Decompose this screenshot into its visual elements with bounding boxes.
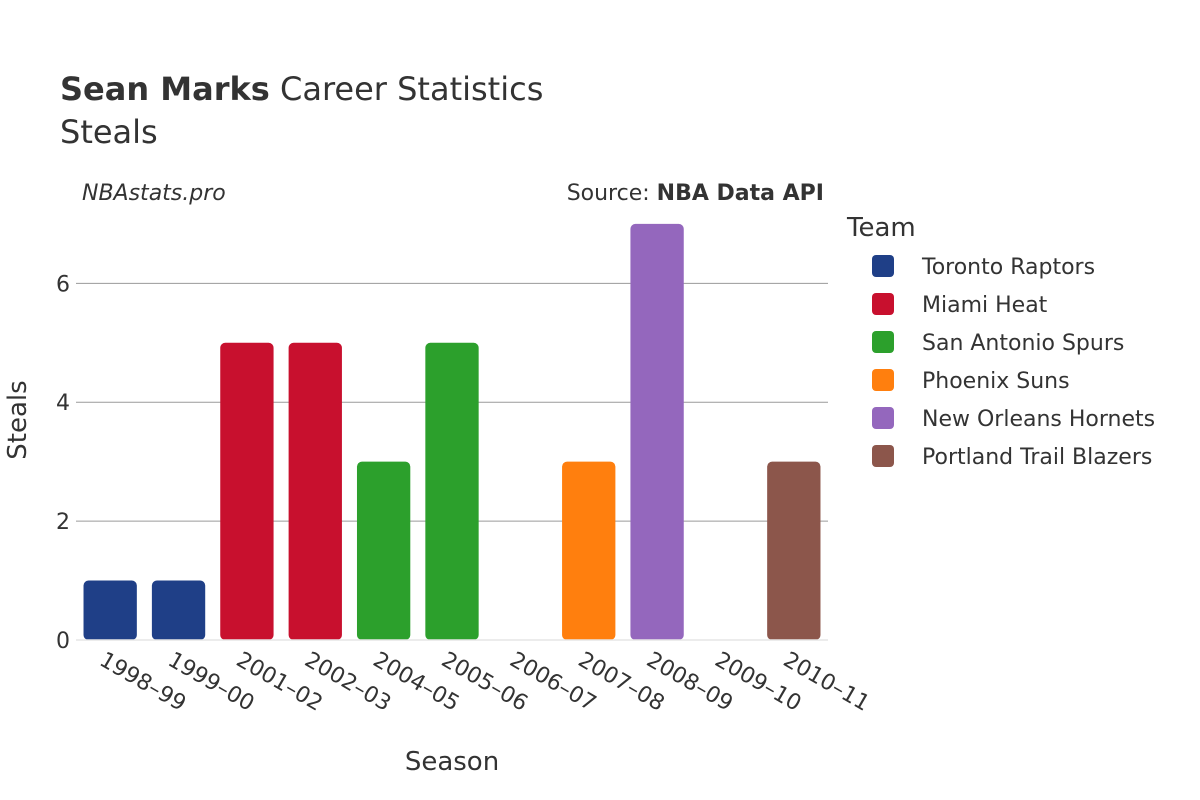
chart-title-player: Sean Marks xyxy=(60,70,270,108)
legend-swatch[interactable] xyxy=(872,407,894,429)
legend-swatch[interactable] xyxy=(872,255,894,277)
legend-label[interactable]: Portland Trail Blazers xyxy=(922,445,1152,470)
legend: Toronto Raptors Miami Heat San Antonio Spu… xyxy=(872,255,1155,470)
legend-swatch[interactable] xyxy=(872,369,894,391)
y-tick-label: 2 xyxy=(56,510,70,535)
legend-label[interactable]: Toronto Raptors xyxy=(921,255,1095,280)
bar[interactable] xyxy=(425,342,479,640)
bar[interactable] xyxy=(767,461,821,640)
y-tick-label: 0 xyxy=(56,629,70,654)
legend-title: Team xyxy=(846,213,916,243)
legend-label[interactable]: San Antonio Spurs xyxy=(922,331,1124,356)
bar[interactable] xyxy=(356,461,411,640)
x-axis-title: Season xyxy=(405,747,499,777)
source-name: NBA Data API xyxy=(657,181,824,206)
y-tick-label: 4 xyxy=(56,391,70,416)
bar[interactable] xyxy=(630,223,684,640)
legend-label[interactable]: Miami Heat xyxy=(922,293,1048,318)
y-axis-ticks: 0 2 4 6 xyxy=(56,272,70,654)
y-tick-label: 6 xyxy=(56,272,70,297)
legend-swatch[interactable] xyxy=(872,445,894,467)
chart-title-rest: Career Statistics xyxy=(270,70,544,108)
source-credit: Source: NBA Data API xyxy=(567,181,824,206)
chart-title: Sean Marks Career Statistics xyxy=(60,70,543,108)
chart-subtitle: Steals xyxy=(60,113,158,151)
source-prefix: Source: xyxy=(567,181,657,206)
legend-label[interactable]: New Orleans Hornets xyxy=(922,407,1155,432)
bar[interactable] xyxy=(83,580,137,640)
bar[interactable] xyxy=(288,342,342,640)
legend-swatch[interactable] xyxy=(872,293,894,315)
bars xyxy=(76,223,828,641)
legend-label[interactable]: Phoenix Suns xyxy=(922,369,1070,394)
bar[interactable] xyxy=(151,580,206,640)
x-axis-ticks: 1998–991999–002001–022002–032004–052005–… xyxy=(95,648,873,717)
bar[interactable] xyxy=(220,342,274,640)
legend-swatch[interactable] xyxy=(872,331,894,353)
y-axis-title: Steals xyxy=(3,380,33,459)
watermark: NBAstats.pro xyxy=(82,181,226,206)
bar[interactable] xyxy=(562,461,616,640)
